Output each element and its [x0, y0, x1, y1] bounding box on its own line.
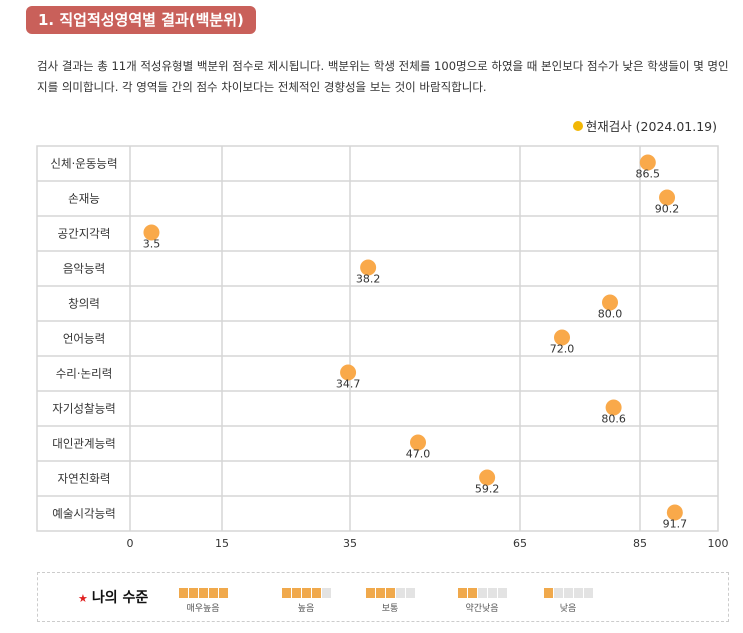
- category-label: 신체·운동능력: [50, 157, 117, 171]
- level-label: 낮음: [559, 604, 577, 614]
- category-label: 자기성찰능력: [52, 402, 115, 416]
- value-label: 80.0: [598, 308, 623, 321]
- category-label: 수리·논리력: [56, 367, 113, 381]
- level-bar-icon: [360, 588, 420, 598]
- legend-dot-icon: [572, 120, 583, 131]
- value-label: 80.6: [601, 413, 626, 426]
- x-tick-label: 0: [127, 537, 134, 550]
- data-point: [554, 329, 570, 346]
- x-tick-label: 100: [708, 537, 729, 550]
- level-item: 약간낮음: [452, 588, 512, 614]
- level-title-text: 나의 수준: [91, 590, 149, 606]
- data-point: [639, 154, 656, 171]
- x-tick-label: 15: [215, 537, 229, 550]
- data-point: [360, 259, 377, 276]
- value-label: 90.2: [655, 203, 680, 216]
- value-label: 91.7: [663, 518, 688, 531]
- category-label: 언어능력: [63, 332, 105, 346]
- value-label: 72.0: [550, 343, 575, 356]
- level-item: 매우높음: [173, 588, 233, 614]
- section-title: 1. 직업적성영역별 결과(백분위): [26, 6, 256, 34]
- level-item: 보통: [360, 588, 420, 614]
- data-point: [659, 189, 676, 206]
- data-point: [410, 434, 426, 451]
- value-label: 34.7: [336, 378, 361, 391]
- description: 검사 결과는 총 11개 적성유형별 백분위 점수로 제시됩니다. 백분위는 학…: [37, 59, 729, 94]
- data-point: [666, 504, 683, 521]
- legend-label: 현재검사 (2024.01.19): [585, 119, 717, 134]
- x-tick-label: 85: [633, 537, 647, 550]
- plot-frame: [36, 145, 719, 532]
- category-label: 자연친화력: [58, 472, 111, 486]
- category-label: 창의력: [68, 297, 100, 311]
- value-label: 86.5: [636, 168, 661, 181]
- category-label: 예술시각능력: [52, 507, 115, 521]
- category-label: 대인관계능력: [52, 437, 115, 451]
- level-bar-icon: [538, 588, 598, 598]
- level-bar-icon: [452, 588, 512, 598]
- level-item: 낮음: [538, 588, 598, 614]
- level-legend-title: ★ 나의 수준: [78, 587, 148, 607]
- category-label: 공간지각력: [58, 227, 111, 241]
- value-label: 59.2: [475, 483, 500, 496]
- category-label: 손재능: [68, 192, 100, 206]
- x-tick-label: 65: [513, 537, 527, 550]
- level-label: 매우높음: [186, 604, 220, 614]
- data-point: [479, 469, 496, 486]
- data-point: [340, 364, 357, 381]
- value-label: 47.0: [406, 448, 431, 461]
- x-tick-label: 35: [343, 537, 357, 550]
- level-item: 높음: [276, 588, 336, 614]
- data-point: [605, 399, 622, 416]
- category-label: 음악능력: [63, 262, 105, 276]
- value-label: 3.5: [143, 238, 161, 251]
- level-bar-icon: [276, 588, 336, 598]
- chart-legend: 현재검사 (2024.01.19): [572, 116, 717, 135]
- data-point: [143, 224, 160, 241]
- level-bar-icon: [173, 588, 233, 598]
- level-label: 약간낮음: [465, 604, 499, 614]
- value-label: 38.2: [356, 273, 381, 286]
- data-point: [602, 294, 618, 311]
- percentile-chart: 0 15 35 65 85 100 신체·운동능력 86.5 손재능 90.2 공간지각력 3.5 음악…: [36, 145, 729, 550]
- level-legend: ★ 나의 수준 매우높음 높음 보통 약간낮음 낮음: [37, 572, 729, 622]
- level-label: 높음: [297, 604, 315, 614]
- level-label: 보통: [381, 604, 399, 614]
- star-icon: ★: [78, 592, 88, 605]
